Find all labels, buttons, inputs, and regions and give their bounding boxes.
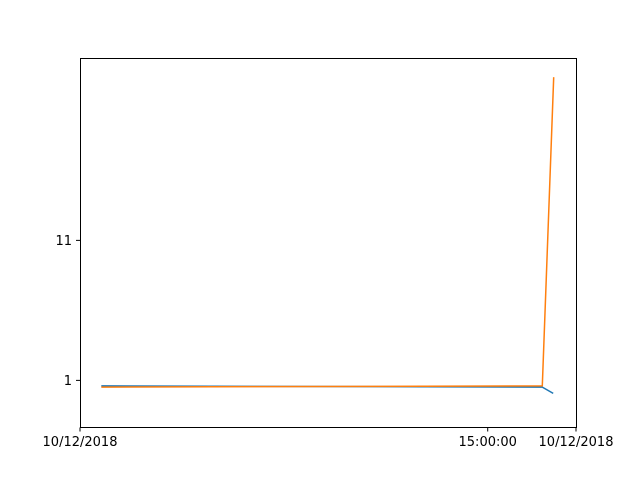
x-axis: 10/12/2018 15:00:00 10/12/2018: [43, 427, 614, 450]
series-line-2: [101, 77, 555, 388]
y-axis: 111: [55, 234, 81, 389]
series-layer: [101, 77, 555, 395]
x-tick-label: 10/12/2018: [539, 435, 614, 450]
y-tick-label: 11: [55, 234, 72, 249]
x-tick-label: 15:00:00: [459, 435, 517, 450]
plot-frame: [80, 58, 577, 428]
y-tick-label: 1: [64, 374, 72, 389]
x-tick-label: 10/12/2018: [43, 435, 118, 450]
